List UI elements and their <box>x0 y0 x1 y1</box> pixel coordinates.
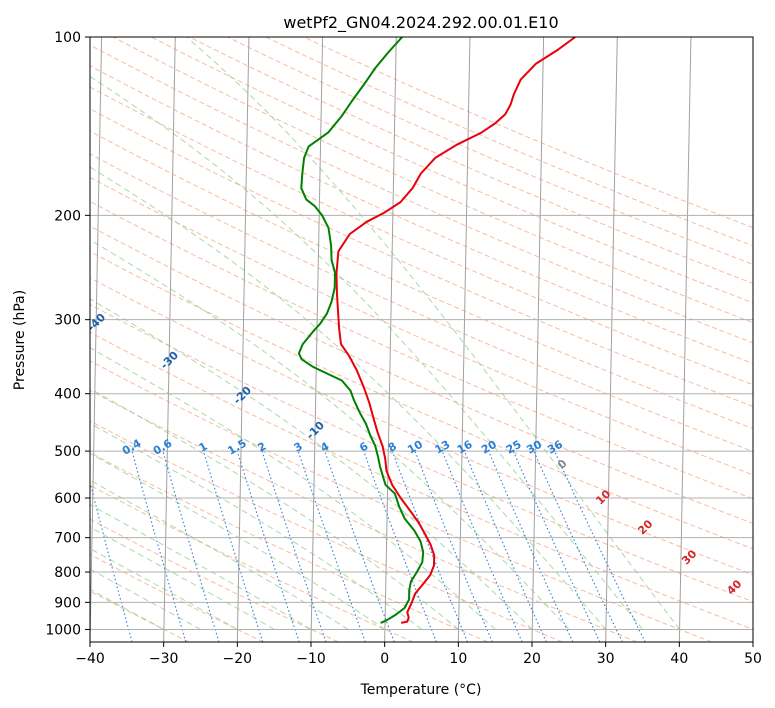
x-tick-label: 50 <box>744 651 762 667</box>
series-lines <box>297 37 576 624</box>
dry-adiabat-line <box>90 360 712 642</box>
y-tick-label: 1000 <box>45 622 81 638</box>
isotherm-line <box>605 37 618 642</box>
x-tick-label: −40 <box>75 651 105 667</box>
moist-adiabat-line <box>90 422 422 630</box>
mixing-ratio-line <box>488 450 574 642</box>
moist-adiabat-line <box>90 504 312 630</box>
mixing-ratio-line <box>554 450 646 642</box>
y-axis: 100 200 300 400 500 600 700 800 900 1000 <box>45 30 90 638</box>
x-tick-label: −10 <box>296 651 326 667</box>
mixing-ratio-line <box>202 450 264 642</box>
dry-adiabat-line <box>112 37 753 324</box>
x-tick-label: 30 <box>597 651 615 667</box>
moist-adiabat-line <box>90 166 607 630</box>
x-tick-label: 10 <box>449 651 467 667</box>
moist-adiabat-line <box>90 347 496 630</box>
isotherm-line <box>163 37 176 642</box>
mixing-ratio-line <box>441 450 523 642</box>
y-tick-label: 600 <box>54 491 81 507</box>
isotherm-line <box>678 37 692 642</box>
mixing-ratio-line <box>131 450 187 642</box>
dry-adiabat-line <box>90 389 638 642</box>
y-tick-label: 500 <box>54 444 81 460</box>
y-tick-label: 400 <box>54 387 81 403</box>
isotherm-line <box>384 37 397 642</box>
dry-adiabat-line <box>90 65 753 365</box>
isotherm-line <box>236 37 250 642</box>
mixing-ratio-line <box>261 450 327 642</box>
mixing-ratio-label: 0.2 <box>70 437 93 458</box>
y-tick-label: 800 <box>54 565 81 581</box>
dry-adiabat-line <box>90 277 753 576</box>
x-tick-label: −20 <box>223 651 253 667</box>
isotherm-line <box>457 37 471 642</box>
y-tick-label: 100 <box>54 30 81 46</box>
dry-adiabat-line <box>90 130 753 430</box>
chart-title: wetPf2_GN04.2024.292.00.01.E10 <box>283 13 558 33</box>
isotherm-line <box>90 37 103 642</box>
y-tick-label: 200 <box>54 208 81 224</box>
temperature-profile-line <box>335 37 576 624</box>
x-axis: −40 −30 −20 −10 0 10 20 30 40 50 <box>75 642 762 667</box>
dewpoint-profile-line <box>297 37 425 624</box>
mixing-ratio-line <box>512 450 601 642</box>
dry-adiabat-line <box>90 331 753 630</box>
dry-adiabat-line <box>90 86 753 386</box>
isotherm-line <box>531 37 545 642</box>
dry-adiabat-line <box>90 451 488 642</box>
moist-adiabat-line <box>90 526 275 630</box>
plot-area: -100-90-80-70-60-50-40-30-20-100.10.20.4… <box>70 37 753 642</box>
y-tick-label: 700 <box>54 531 81 547</box>
dry-adiabat-line <box>90 176 753 476</box>
dry-adiabat-line <box>90 420 563 642</box>
y-axis-title: Pressure (hPa) <box>12 290 28 390</box>
x-tick-label: −30 <box>149 651 179 667</box>
x-axis-title: Temperature (°C) <box>360 682 482 698</box>
pressure-gridlines <box>90 37 753 630</box>
x-tick-label: 20 <box>523 651 541 667</box>
y-tick-label: 900 <box>54 595 81 611</box>
dry-adiabat-line <box>90 304 753 603</box>
mixing-ratio-line <box>463 450 547 642</box>
dry-adiabat-line <box>90 44 753 344</box>
dry-adiabat-line <box>265 37 753 247</box>
dry-adiabat-line <box>227 37 753 265</box>
mixing-ratio-line <box>162 450 220 642</box>
moist-adiabat-line <box>186 37 680 630</box>
x-tick-label: 0 <box>380 651 389 667</box>
mixing-ratio-line <box>297 450 366 642</box>
mixing-ratio-line <box>236 450 300 642</box>
moist-adiabat-line <box>90 298 533 630</box>
dry-adiabat-line <box>90 108 753 408</box>
x-tick-label: 40 <box>670 651 688 667</box>
y-tick-label: 300 <box>54 313 81 329</box>
dry-adiabat-line <box>303 37 753 229</box>
mixing-ratio-line <box>324 450 395 642</box>
plot-frame <box>89 36 754 643</box>
